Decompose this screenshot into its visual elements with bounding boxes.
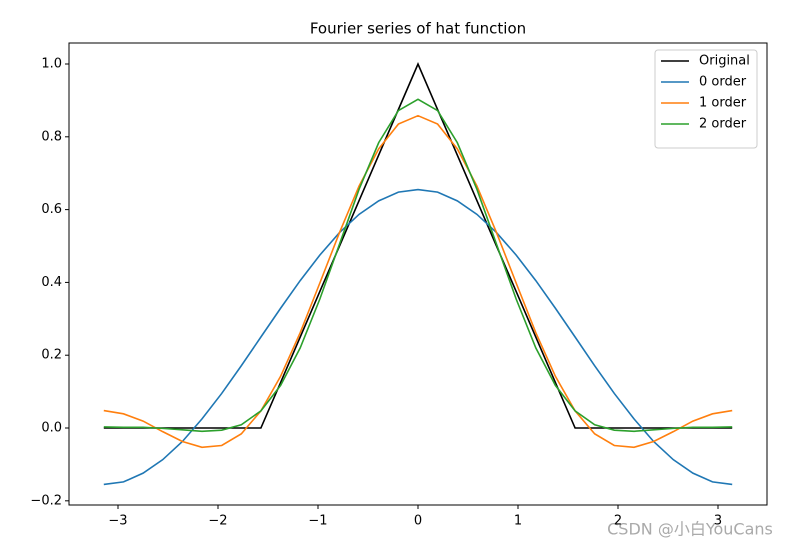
plot-frame	[68, 42, 768, 506]
line-series	[103, 188, 733, 486]
x-tick-label: −1	[308, 514, 327, 529]
legend-label: Original	[699, 54, 750, 69]
line-series	[103, 114, 733, 449]
y-tick-label: 1.0	[41, 57, 62, 72]
x-tick-label: 0	[414, 514, 422, 529]
x-tick-label: 3	[714, 514, 722, 529]
y-tick-label: 0.4	[41, 275, 62, 290]
chart-title: Fourier series of hat function	[310, 20, 526, 38]
line-series	[103, 61, 733, 429]
y-tick-label: 0.6	[41, 202, 62, 217]
y-tick-label: −0.2	[30, 493, 62, 508]
y-tick-label: 0.8	[41, 129, 62, 144]
watermark: CSDN @小白YouCans	[607, 520, 773, 539]
legend-label: 1 order	[699, 96, 747, 111]
legend-label: 0 order	[699, 75, 747, 90]
x-tick-label: −2	[208, 514, 227, 529]
x-tick-label: 1	[514, 514, 522, 529]
legend-label: 2 order	[699, 117, 747, 132]
y-tick-label: 0.2	[41, 348, 62, 363]
x-tick-label: 2	[614, 514, 622, 529]
x-tick-label: −3	[108, 514, 127, 529]
y-tick-label: 0.0	[41, 421, 62, 436]
line-series	[103, 98, 733, 433]
